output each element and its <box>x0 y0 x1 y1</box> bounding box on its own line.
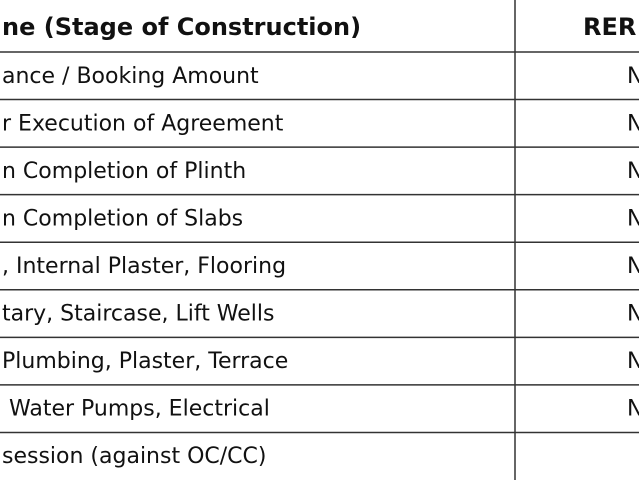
table-cell: r Execution of Agreement <box>2 111 284 136</box>
table-cell: N <box>627 254 639 279</box>
table-cell: N <box>627 111 639 136</box>
table-cell: N <box>627 206 639 231</box>
table-cell: N <box>627 397 639 422</box>
header-cell: RER <box>583 13 636 41</box>
table-cell: N <box>627 64 639 89</box>
table-cell: N <box>627 159 639 184</box>
table-cell: , Internal Plaster, Flooring <box>2 254 286 279</box>
table-cell: session (against OC/CC) <box>2 444 266 469</box>
header-cell: ne (Stage of Construction) <box>2 13 361 41</box>
table-cell: n Completion of Plinth <box>2 159 246 184</box>
table-cell: tary, Staircase, Lift Wells <box>2 302 275 327</box>
table-cell: N <box>627 349 639 374</box>
table-cell: N <box>627 302 639 327</box>
table-cell: ance / Booking Amount <box>2 64 259 89</box>
table-cell: Water Pumps, Electrical <box>2 397 270 422</box>
table-cell: Plumbing, Plaster, Terrace <box>2 349 288 374</box>
table-cell: n Completion of Slabs <box>2 206 243 231</box>
